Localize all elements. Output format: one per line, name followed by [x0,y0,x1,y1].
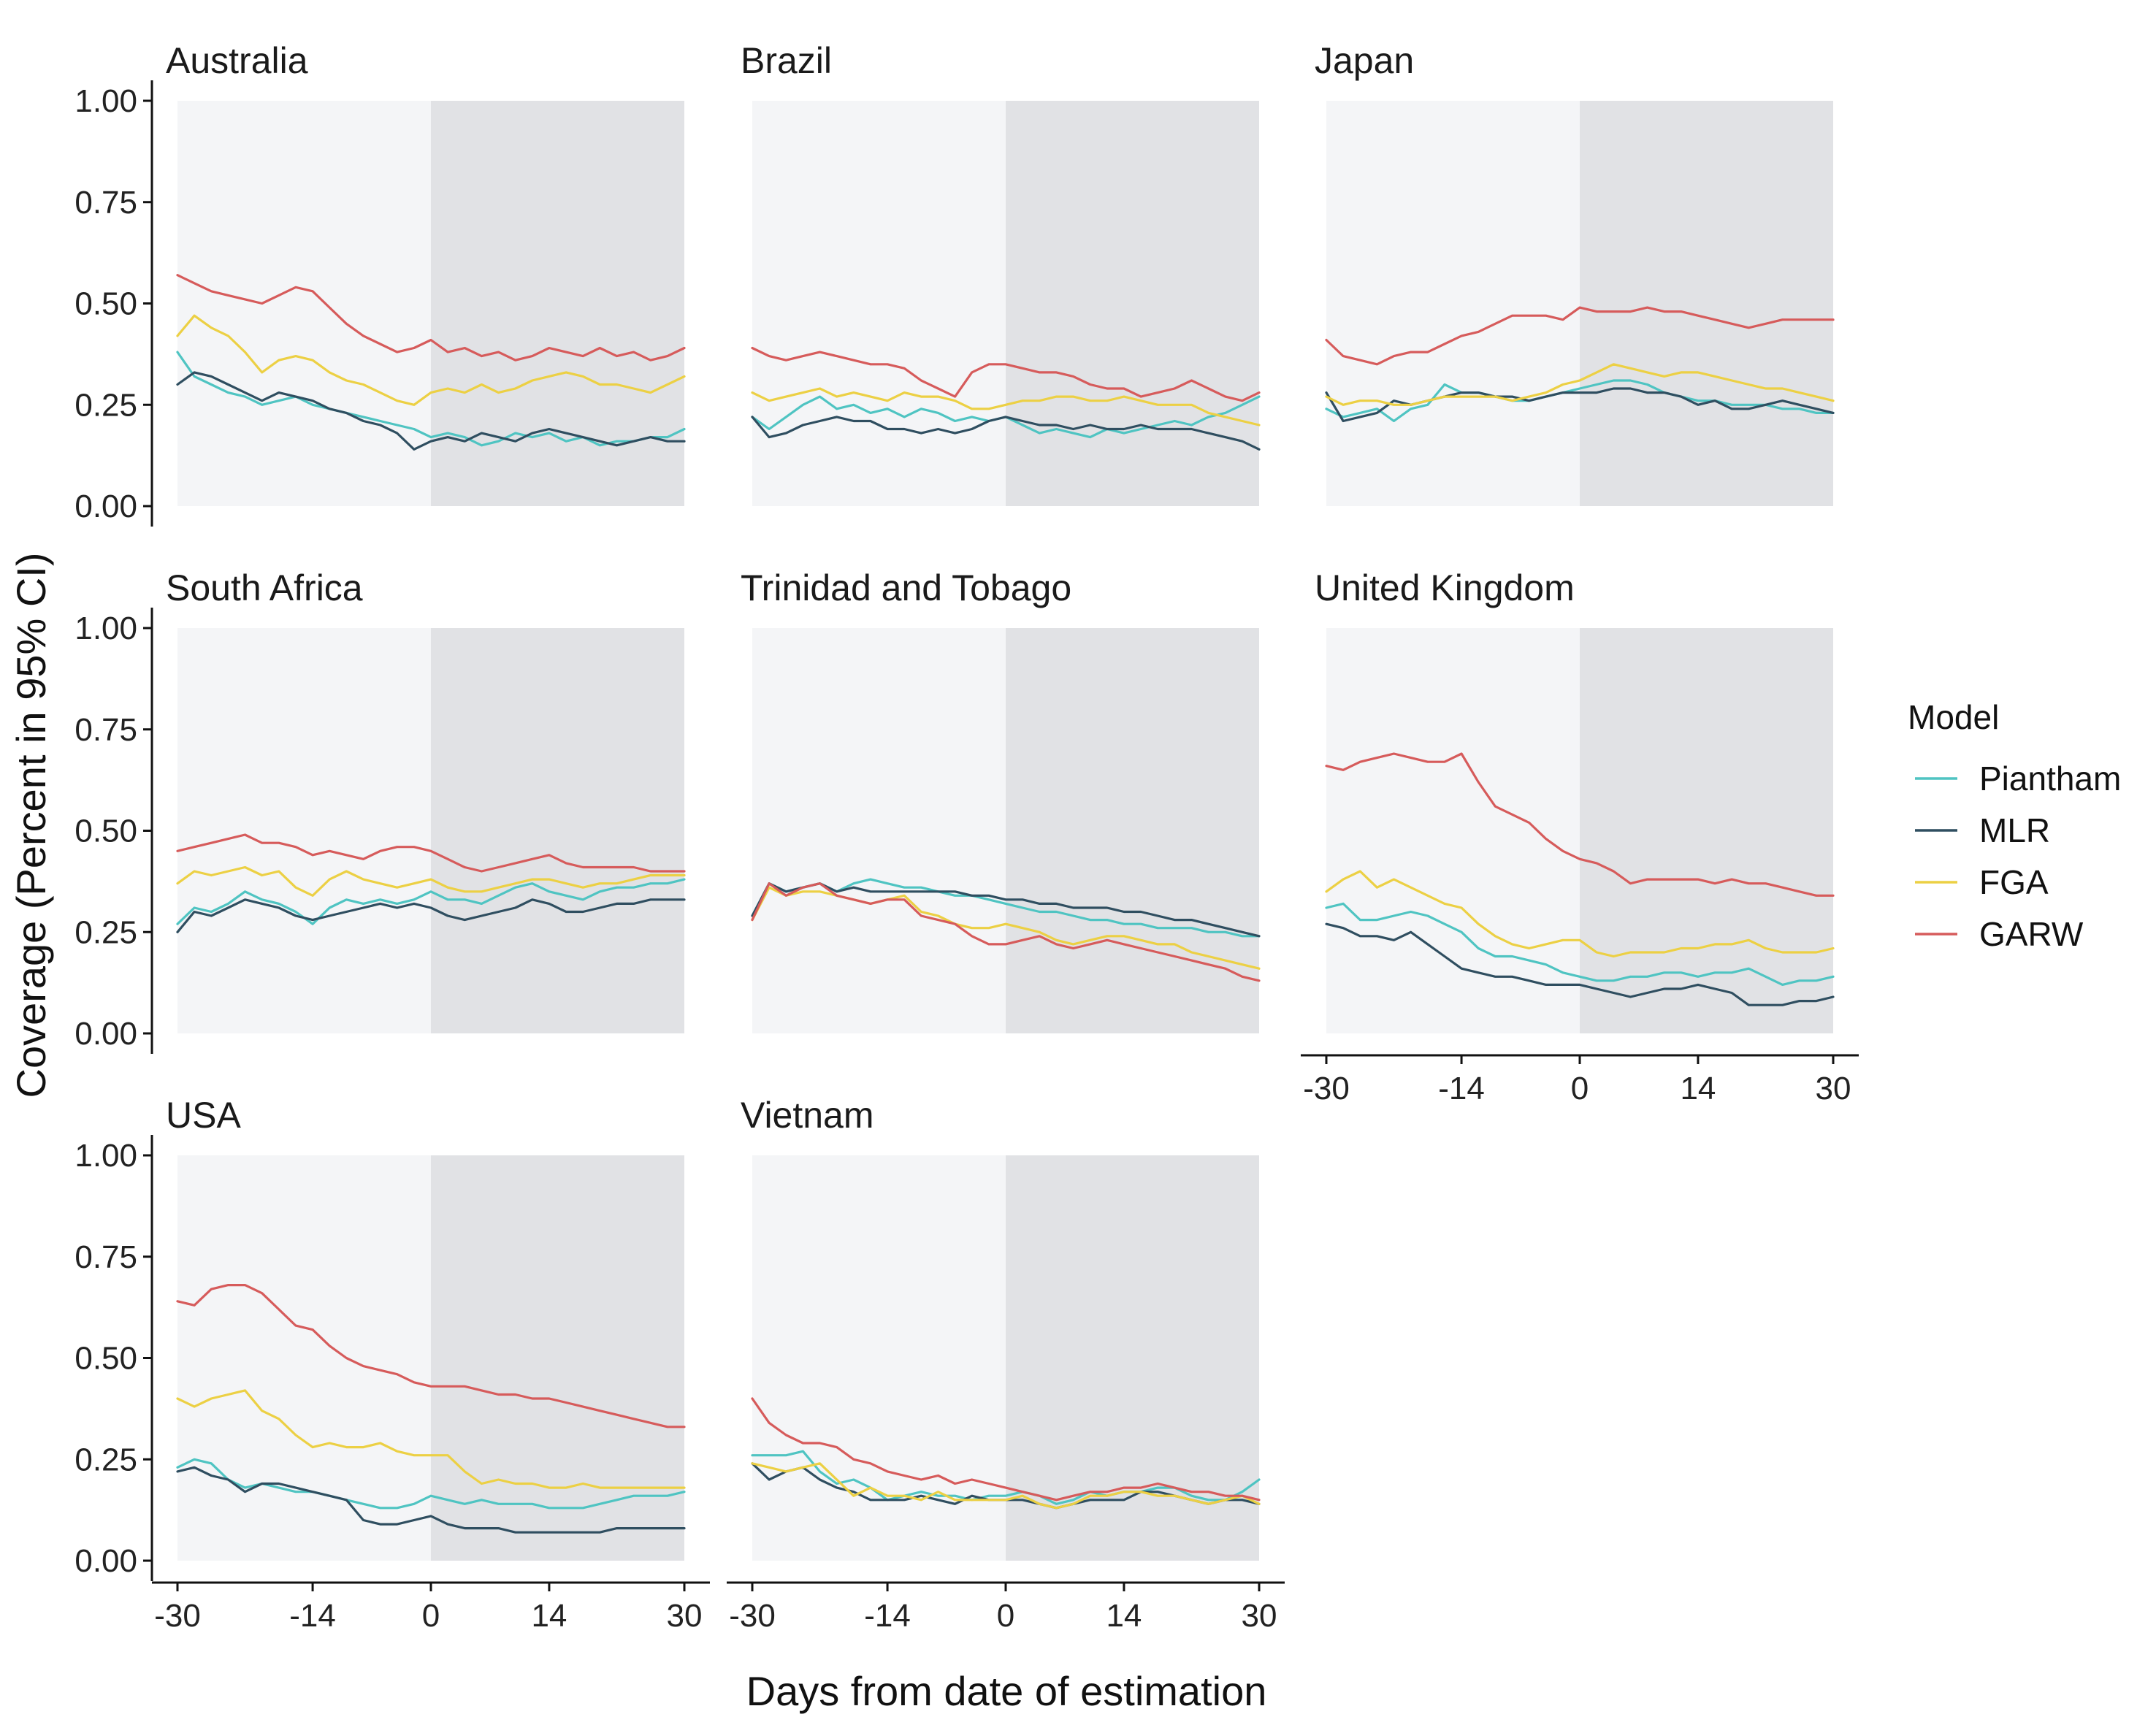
panel-vietnam: Vietnam -30 -14 0 14 30 [727,1095,1285,1634]
shaded-region-japan [1580,101,1833,506]
x-tick-label-vietnam-1: -14 [864,1598,911,1634]
series-line-usa-garw [176,1283,686,1428]
y-tick-label-australia-4: 1.00 [74,83,137,119]
shaded-region-usa [431,1155,684,1561]
shaded-region-united-kingdom [1580,628,1833,1033]
y-tick-label-south-africa-2: 0.50 [74,814,137,849]
legend-label-mlr: MLR [1979,811,2050,849]
x-tick-label-united-kingdom-0: -30 [1303,1071,1350,1106]
series-line-japan-fga [1325,363,1835,406]
series-line-united-kingdom-piantham [1325,902,1835,987]
series-line-japan-piantham [1325,379,1835,423]
y-tick-label-australia-1: 0.25 [74,387,137,423]
panel-title-trinidad-and-tobago: Trinidad and Tobago [741,567,1071,608]
x-tick-label-vietnam-2: 0 [997,1598,1014,1634]
y-tick-label-australia-2: 0.50 [74,286,137,322]
panel-title-japan: Japan [1315,40,1414,81]
series-line-south-africa-mlr [176,898,686,933]
y-tick-label-usa-0: 0.00 [74,1543,137,1579]
shaded-region-south-africa [431,628,684,1033]
x-tick-label-vietnam-0: -30 [729,1598,776,1634]
panel-united-kingdom: United Kingdom -30 -14 0 14 30 [1301,567,1859,1106]
y-tick-label-usa-3: 0.75 [74,1239,137,1275]
x-tick-label-united-kingdom-2: 0 [1571,1071,1589,1106]
series-line-australia-fga [176,314,686,406]
y-tick-label-south-africa-3: 0.75 [74,712,137,748]
series-line-brazil-fga [751,387,1261,427]
x-tick-label-united-kingdom-3: 14 [1680,1071,1716,1106]
y-tick-label-south-africa-0: 0.00 [74,1016,137,1052]
panel-title-usa: USA [166,1095,241,1136]
x-tick-label-usa-3: 14 [531,1598,567,1634]
shaded-region-trinidad-and-tobago [1006,628,1259,1033]
y-tick-label-usa-1: 0.25 [74,1442,137,1477]
y-axis-title: Coverage (Percent in 95% CI) [8,552,54,1098]
facet-panels: Australia 0.00 0.25 0.50 0.75 1.00 Brazil Japan… [74,40,1859,1634]
series-line-south-africa-garw [176,833,686,873]
legend: Model Piantham MLR FGA GARW [1908,698,2121,953]
x-tick-label-vietnam-4: 30 [1242,1598,1277,1634]
series-line-australia-piantham [176,351,686,447]
panel-title-south-africa: South Africa [166,567,363,608]
y-tick-label-south-africa-4: 1.00 [74,611,137,646]
x-axis-title: Days from date of estimation [746,1668,1267,1714]
series-line-australia-mlr [176,371,686,451]
y-tick-label-australia-0: 0.00 [74,489,137,524]
legend-label-garw: GARW [1979,915,2084,953]
series-line-south-africa-fga [176,865,686,897]
panel-title-australia: Australia [166,40,308,81]
series-line-united-kingdom-garw [1325,752,1835,897]
series-line-japan-garw [1325,306,1835,366]
series-line-trinidad-and-tobago-garw [751,882,1261,982]
panel-south-africa: South Africa 0.00 0.25 0.50 0.75 1.00 [74,567,686,1054]
series-line-brazil-garw [751,346,1261,402]
y-tick-label-australia-3: 0.75 [74,185,137,221]
series-line-vietnam-fga [751,1462,1261,1510]
x-tick-label-usa-2: 0 [422,1598,440,1634]
series-line-united-kingdom-fga [1325,870,1835,958]
panel-title-brazil: Brazil [741,40,832,81]
series-line-brazil-mlr [751,416,1261,451]
x-tick-label-united-kingdom-1: -14 [1438,1071,1485,1106]
legend-label-fga: FGA [1979,863,2049,901]
shaded-region-brazil [1006,101,1259,506]
x-tick-label-vietnam-3: 14 [1106,1598,1142,1634]
x-tick-label-united-kingdom-4: 30 [1816,1071,1851,1106]
y-tick-label-usa-2: 0.50 [74,1341,137,1377]
y-tick-label-south-africa-1: 0.25 [74,914,137,950]
series-line-australia-garw [176,274,686,362]
legend-title: Model [1908,698,1999,736]
panel-usa: USA 0.00 0.25 0.50 0.75 1.00 -30 -14 0 14 30 [74,1095,710,1634]
panel-japan: Japan [1315,40,1835,506]
series-line-usa-fga [176,1389,686,1489]
x-tick-label-usa-4: 30 [667,1598,703,1634]
series-line-usa-mlr [176,1466,686,1534]
panel-australia: Australia 0.00 0.25 0.50 0.75 1.00 [74,40,686,527]
legend-label-piantham: Piantham [1979,760,2121,798]
panel-title-vietnam: Vietnam [741,1095,874,1136]
series-line-united-kingdom-mlr [1325,922,1835,1006]
panel-title-united-kingdom: United Kingdom [1315,567,1575,608]
x-tick-label-usa-1: -14 [289,1598,336,1634]
shaded-region-australia [431,101,684,506]
series-line-trinidad-and-tobago-mlr [751,882,1261,938]
x-tick-label-usa-0: -30 [154,1598,201,1634]
y-tick-label-usa-4: 1.00 [74,1138,137,1174]
series-line-vietnam-garw [751,1397,1261,1502]
panel-brazil: Brazil [741,40,1261,506]
panel-trinidad-and-tobago: Trinidad and Tobago [741,567,1261,1033]
series-line-south-africa-piantham [176,878,686,925]
